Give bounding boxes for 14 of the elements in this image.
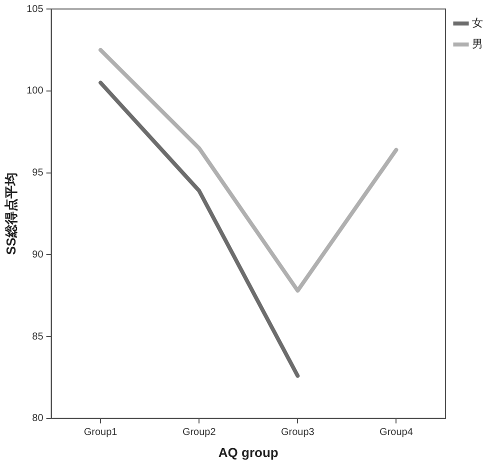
x-tick-label: Group3 [280,427,315,438]
x-axis-title: AQ group [218,444,278,460]
y-tick-label: 85 [32,331,44,342]
y-tick-label: 90 [32,249,44,260]
y-axis-title: SS総得点平均 [3,172,18,255]
legend-label: 男 [472,38,483,51]
x-tick-label: Group1 [84,427,118,438]
x-tick-label: Group4 [380,427,414,438]
x-tick-label: Group2 [182,427,216,438]
legend-label: 女 [472,18,483,30]
y-tick-label: 80 [32,413,44,424]
y-tick-label: 100 [26,86,44,97]
y-tick-label: 105 [26,4,44,15]
y-tick-label: 95 [32,168,44,179]
